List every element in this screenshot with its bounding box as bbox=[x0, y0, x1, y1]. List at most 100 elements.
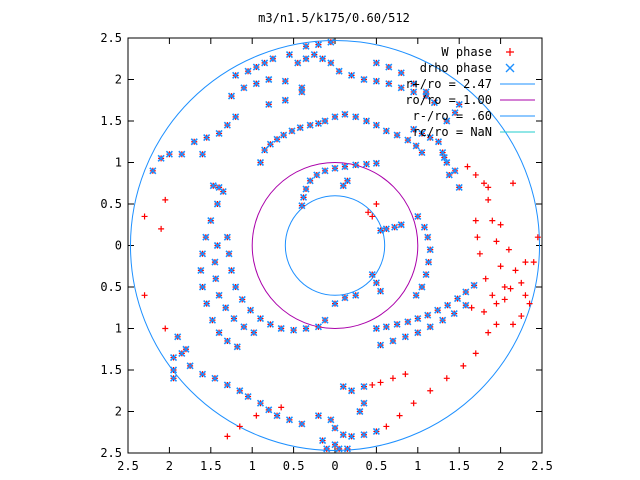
data-point bbox=[302, 55, 310, 63]
x-tick-label: 0 bbox=[331, 459, 338, 473]
data-point bbox=[296, 124, 304, 132]
data-point bbox=[182, 345, 190, 353]
data-point bbox=[157, 154, 165, 162]
data-point bbox=[397, 221, 405, 229]
data-point bbox=[420, 223, 428, 231]
data-point bbox=[323, 445, 331, 453]
data-point bbox=[285, 416, 294, 424]
y-tick-label: 1 bbox=[115, 322, 122, 336]
y-tick-label: 1.5 bbox=[100, 363, 122, 377]
data-point bbox=[236, 423, 243, 430]
data-point bbox=[493, 321, 500, 328]
x-tick-label: 0.5 bbox=[366, 459, 388, 473]
data-point bbox=[240, 323, 248, 331]
data-point bbox=[412, 142, 420, 150]
data-point bbox=[169, 366, 178, 374]
data-point bbox=[445, 171, 453, 179]
data-point bbox=[215, 291, 223, 299]
data-point bbox=[211, 258, 219, 266]
data-point bbox=[404, 136, 412, 144]
data-point bbox=[343, 177, 351, 185]
data-point bbox=[418, 148, 426, 157]
legend-label: drho phase bbox=[420, 61, 492, 75]
axis-ticks: 2.5 2 1.5 1 0.5 0 0.5 1 1.5 2 2.52.521.510.500.511… bbox=[100, 31, 553, 473]
legend-marker bbox=[505, 63, 515, 73]
x-tick-label: 2.5 bbox=[117, 459, 139, 473]
y-tick-label: 0.5 bbox=[100, 280, 122, 294]
data-point bbox=[510, 321, 517, 328]
data-point bbox=[440, 153, 448, 162]
data-point bbox=[347, 432, 356, 440]
data-point bbox=[472, 350, 479, 357]
data-point bbox=[470, 281, 478, 289]
data-point bbox=[233, 343, 241, 351]
data-point bbox=[462, 288, 470, 296]
data-point bbox=[522, 292, 529, 299]
y-tick-label: 2 bbox=[115, 73, 122, 87]
data-point bbox=[497, 263, 504, 270]
data-point bbox=[396, 412, 403, 419]
data-point bbox=[410, 80, 418, 88]
data-point bbox=[280, 131, 288, 139]
data-point bbox=[215, 329, 223, 337]
data-point bbox=[397, 84, 405, 92]
data-point bbox=[372, 279, 380, 287]
data-point bbox=[256, 314, 265, 323]
data-point bbox=[240, 84, 248, 92]
data-point bbox=[236, 387, 244, 395]
data-point bbox=[365, 209, 372, 216]
data-point bbox=[252, 63, 260, 71]
data-point bbox=[376, 226, 385, 235]
data-point bbox=[368, 270, 376, 279]
data-point bbox=[294, 59, 302, 67]
data-point bbox=[314, 323, 323, 331]
data-point bbox=[223, 337, 231, 345]
y-tick-label: 2.5 bbox=[100, 31, 122, 45]
data-point bbox=[327, 416, 335, 424]
data-point bbox=[232, 71, 240, 79]
data-point bbox=[450, 309, 458, 318]
data-point bbox=[211, 374, 219, 382]
data-point bbox=[227, 266, 236, 274]
y-tick-label: 2.5 bbox=[100, 446, 122, 460]
data-point bbox=[158, 225, 165, 232]
data-point bbox=[339, 383, 347, 391]
data-point bbox=[250, 329, 258, 337]
data-point bbox=[331, 113, 339, 121]
data-point bbox=[489, 292, 496, 299]
data-point bbox=[382, 127, 390, 135]
data-point bbox=[418, 129, 426, 138]
data-point bbox=[319, 55, 327, 63]
data-point bbox=[341, 110, 349, 118]
data-point bbox=[306, 121, 314, 129]
data-point bbox=[362, 160, 371, 168]
data-point bbox=[389, 337, 397, 345]
data-point bbox=[302, 42, 310, 50]
data-point bbox=[256, 158, 265, 167]
data-point bbox=[393, 320, 401, 328]
data-point bbox=[414, 212, 422, 221]
data-point bbox=[534, 234, 541, 241]
data-point bbox=[141, 292, 148, 299]
data-point bbox=[298, 202, 306, 210]
data-point bbox=[464, 163, 471, 170]
data-point bbox=[372, 427, 380, 435]
x-tick-label: 1.5 bbox=[200, 459, 222, 473]
data-point bbox=[439, 148, 447, 157]
legend: W phase drho phase r+/ro = 2.47 ro/ro = 1.0… bbox=[405, 45, 535, 139]
data-point bbox=[414, 329, 422, 337]
data-point bbox=[223, 121, 231, 129]
data-point bbox=[377, 379, 384, 386]
data-point bbox=[497, 221, 504, 228]
data-point bbox=[372, 59, 380, 67]
data-point bbox=[327, 59, 335, 67]
data-point bbox=[434, 138, 443, 146]
legend-label: ro/ro = 1.00 bbox=[405, 93, 492, 107]
data-point bbox=[485, 329, 492, 336]
data-point bbox=[444, 301, 452, 309]
data-point bbox=[252, 80, 260, 88]
data-point bbox=[178, 150, 186, 158]
data-point bbox=[302, 185, 310, 193]
data-points bbox=[141, 38, 541, 453]
